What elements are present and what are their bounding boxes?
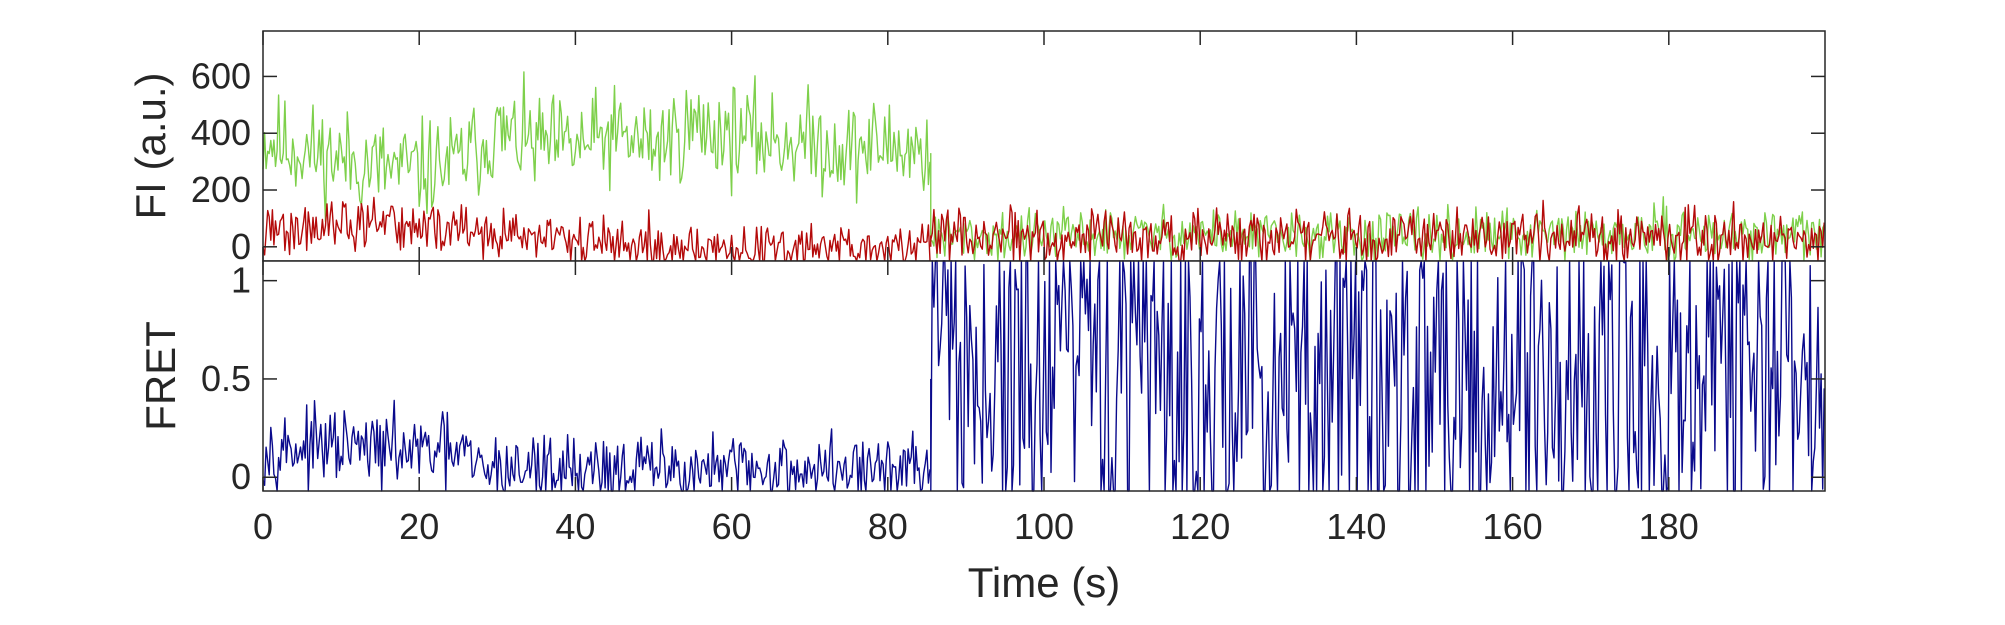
fret-y-ticks: 00.51 <box>201 260 1825 497</box>
time-x-tick-label: 60 <box>712 506 752 547</box>
intensity-y-ticks: 0 200 400 600 <box>191 31 1825 267</box>
intensity-panel: 0 200 400 600 FI (a.u.) <box>127 30 1826 267</box>
time-x-tick-label: 80 <box>868 506 908 547</box>
intensity-y-tick-label: 400 <box>191 112 251 153</box>
intensity-trace-0-segment-0 <box>262 71 931 223</box>
time-x-axis-label: Time (s) <box>968 559 1120 606</box>
time-x-tick-label: 180 <box>1639 506 1699 547</box>
intensity-y-axis-label: FI (a.u.) <box>127 72 174 219</box>
time-x-tick-label: 0 <box>253 506 273 547</box>
intensity-y-tick-label: 200 <box>191 169 251 210</box>
intensity-trace-1-segment-1 <box>930 199 1825 262</box>
fret-x-ticks: 0 20 40 60 80 100 120 140 160 180 <box>253 261 1699 547</box>
fret-panel: 00.51 0 20 40 60 80 100 120 140 160 180 FRET Time… <box>137 260 1826 606</box>
fret-y-tick-label: 0 <box>231 456 251 497</box>
time-x-tick-label: 20 <box>399 506 439 547</box>
fret-y-tick-label: 0.5 <box>201 358 251 399</box>
time-x-tick-label: 40 <box>555 506 595 547</box>
intensity-y-tick-label: 600 <box>191 55 251 96</box>
time-x-tick-label: 160 <box>1483 506 1543 547</box>
intensity-trace-1-segment-0 <box>262 196 931 262</box>
fret-y-tick-label: 1 <box>231 260 251 301</box>
time-x-tick-label: 120 <box>1170 506 1230 547</box>
fret-axes-box <box>262 260 1826 492</box>
fret-y-axis-label: FRET <box>137 321 184 431</box>
fret-trace-0-segment-0 <box>262 399 931 492</box>
intensity-y-tick-label: 0 <box>231 226 251 267</box>
time-x-tick-label: 100 <box>1014 506 1074 547</box>
intensity-traces <box>262 71 1825 262</box>
time-x-tick-label: 140 <box>1326 506 1386 547</box>
